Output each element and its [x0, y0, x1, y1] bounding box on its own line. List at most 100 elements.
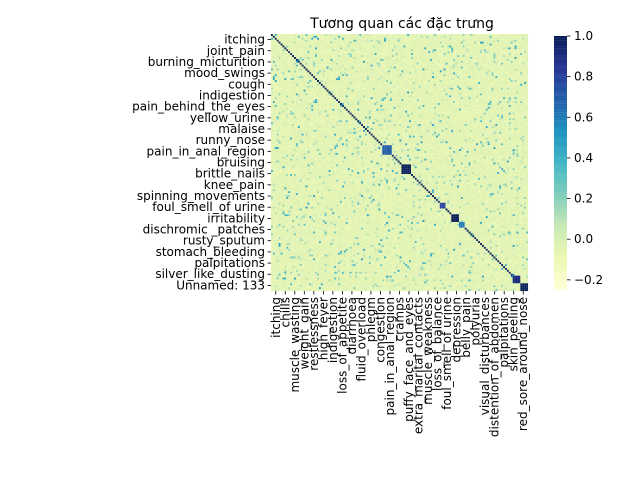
heatmap-cell — [409, 76, 412, 79]
heatmap-cell — [443, 93, 446, 96]
heatmap-cell — [453, 85, 456, 88]
heatmap-cell — [357, 55, 360, 58]
heatmap-cell — [389, 66, 392, 69]
heatmap-cell — [412, 47, 415, 50]
heatmap-cell — [466, 49, 469, 52]
heatmap-cell — [422, 64, 425, 67]
heatmap-cell — [520, 53, 523, 56]
heatmap-cell — [430, 70, 433, 73]
heatmap-cell — [345, 55, 348, 58]
heatmap-cell — [338, 76, 341, 79]
heatmap-cell — [491, 47, 494, 50]
heatmap-cell — [485, 72, 488, 75]
heatmap-cell — [430, 39, 433, 42]
heatmap-cell — [374, 72, 377, 75]
heatmap-cell — [330, 51, 333, 54]
heatmap-cell — [343, 68, 346, 71]
heatmap-cell — [357, 62, 360, 65]
heatmap-cell — [485, 51, 488, 54]
heatmap-cell — [318, 101, 321, 104]
heatmap-cell — [483, 70, 486, 73]
heatmap-cell — [441, 64, 444, 67]
heatmap-cell — [449, 93, 452, 96]
heatmap-cell — [305, 34, 308, 36]
heatmap-cell — [526, 93, 529, 96]
heatmap-cell — [512, 37, 515, 40]
heatmap-cell — [403, 37, 406, 40]
heatmap-cell — [334, 104, 337, 107]
heatmap-cell — [472, 68, 475, 71]
heatmap-cell — [303, 66, 306, 69]
heatmap-cell — [526, 91, 529, 94]
heatmap-cell — [313, 60, 316, 63]
heatmap-cell — [290, 76, 293, 79]
heatmap-cell — [487, 89, 490, 92]
heatmap-cell — [434, 53, 436, 56]
heatmap-cell — [299, 57, 302, 59]
heatmap-cell — [481, 74, 484, 77]
heatmap-cell — [441, 81, 444, 84]
heatmap-cell — [426, 51, 429, 54]
heatmap-cell — [351, 58, 354, 61]
heatmap-cell — [462, 53, 465, 56]
heatmap-cell — [315, 41, 318, 44]
heatmap-cell — [455, 47, 458, 50]
heatmap-cell — [320, 72, 323, 75]
heatmap-cell — [503, 72, 506, 75]
heatmap-cell — [309, 64, 312, 67]
heatmap-cell — [489, 103, 492, 106]
heatmap-cell — [487, 45, 490, 48]
heatmap-cell — [384, 74, 387, 77]
heatmap-cell — [343, 51, 346, 54]
heatmap-cell — [493, 41, 496, 44]
heatmap-cell — [303, 41, 306, 44]
heatmap-cell — [405, 91, 408, 94]
heatmap-cell — [309, 80, 312, 82]
heatmap-cell — [478, 80, 481, 82]
heatmap-cell — [297, 43, 300, 46]
heatmap-cell — [457, 58, 460, 61]
heatmap-cell — [506, 34, 509, 36]
heatmap-cell — [353, 41, 356, 44]
heatmap-cell — [441, 101, 444, 104]
heatmap-cell — [395, 34, 398, 36]
heatmap-cell — [274, 104, 277, 107]
heatmap-cell — [393, 81, 396, 84]
heatmap-cell — [326, 45, 329, 48]
heatmap-cell — [466, 93, 469, 96]
heatmap-cell — [458, 103, 461, 106]
heatmap-cell — [276, 95, 279, 98]
heatmap-cell — [451, 55, 454, 58]
heatmap-cell — [341, 47, 344, 50]
heatmap-cell — [288, 66, 291, 69]
heatmap-cell — [468, 35, 471, 38]
heatmap-cell — [353, 60, 356, 63]
heatmap-cell — [324, 74, 327, 77]
heatmap-cell — [372, 103, 375, 106]
heatmap-cell — [443, 103, 446, 106]
heatmap-cell — [382, 39, 385, 42]
heatmap-cell — [363, 66, 366, 69]
heatmap-cell — [347, 99, 350, 102]
heatmap-cell — [363, 103, 366, 106]
heatmap-cell — [370, 66, 373, 69]
heatmap-cell — [514, 68, 517, 71]
heatmap-cell — [276, 62, 279, 65]
heatmap-cell — [401, 45, 404, 48]
heatmap-cell — [349, 76, 352, 79]
heatmap-cell — [290, 70, 293, 73]
heatmap-cell — [416, 41, 419, 44]
heatmap-cell — [386, 62, 389, 65]
heatmap-cell — [457, 57, 460, 59]
heatmap-cell — [495, 76, 498, 79]
heatmap-cell — [520, 51, 523, 54]
heatmap-cell — [464, 95, 467, 98]
heatmap-cell — [301, 99, 304, 102]
heatmap-cell — [345, 99, 348, 102]
heatmap-cell — [307, 95, 310, 98]
heatmap-cell — [328, 78, 331, 81]
heatmap-cell — [368, 39, 371, 42]
heatmap-cell — [328, 80, 331, 82]
heatmap-cell — [313, 81, 316, 84]
heatmap-cell — [384, 97, 387, 100]
